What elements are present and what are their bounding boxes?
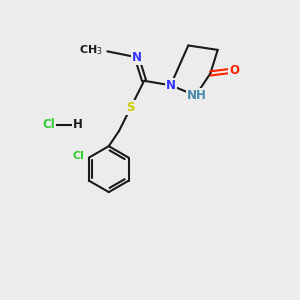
Text: S: S: [127, 101, 135, 114]
Text: Cl: Cl: [42, 118, 55, 131]
Text: N: N: [166, 79, 176, 92]
Text: O: O: [229, 64, 239, 77]
Text: Cl: Cl: [73, 151, 85, 161]
Text: CH$_3$: CH$_3$: [79, 43, 103, 57]
Text: NH: NH: [187, 89, 207, 102]
Text: H: H: [73, 118, 83, 131]
Text: N: N: [132, 51, 142, 64]
